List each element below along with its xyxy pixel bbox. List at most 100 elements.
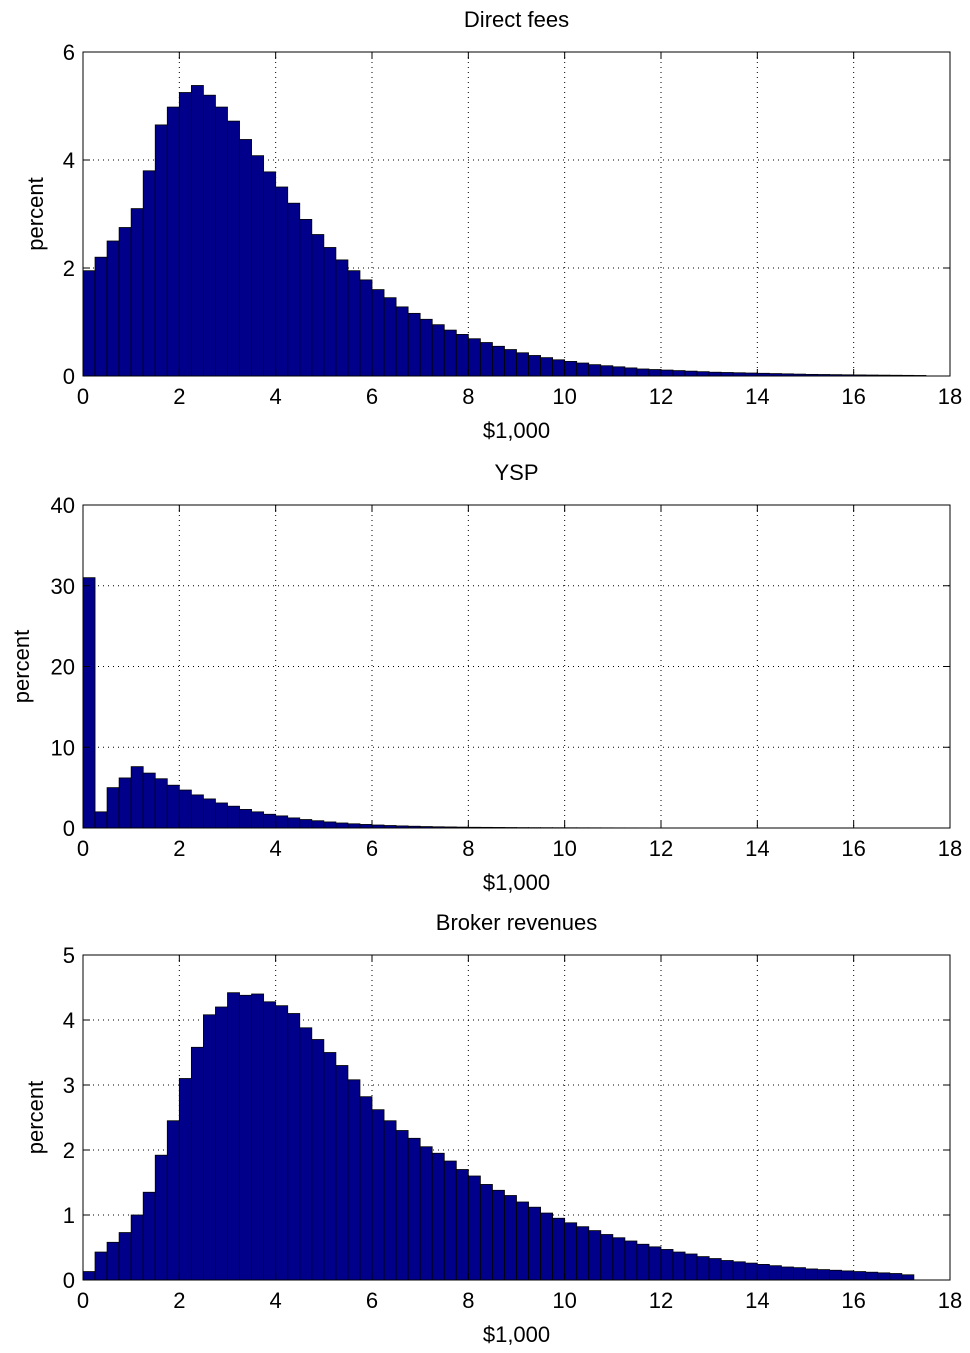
histogram-bar (118, 1232, 132, 1281)
histogram-bar (395, 1130, 409, 1281)
histogram-bar (106, 1241, 120, 1281)
histogram-bar (166, 784, 180, 829)
histogram-bar (552, 359, 566, 377)
histogram-bar (335, 1065, 349, 1281)
x-tick-label: 2 (173, 1288, 185, 1313)
y-tick-label: 4 (63, 148, 75, 173)
histogram-bar (732, 1261, 746, 1281)
x-tick-label: 2 (173, 384, 185, 409)
histogram-bar (504, 1195, 517, 1281)
histogram-bar (648, 1246, 662, 1281)
axes-box (82, 954, 951, 1281)
y-axis-label: percent (23, 1081, 48, 1154)
histogram-bar (130, 766, 144, 829)
histogram-bar (624, 1240, 638, 1281)
x-tick-label: 12 (649, 384, 673, 409)
x-tick-label: 16 (841, 384, 865, 409)
histogram-bar (178, 1078, 192, 1281)
y-tick-label: 3 (63, 1073, 75, 1098)
x-tick-label: 4 (270, 384, 282, 409)
y-axis-label: percent (23, 177, 48, 250)
histogram-bar (600, 365, 614, 377)
histogram-bar (178, 92, 192, 377)
histogram-bar (287, 817, 301, 829)
histogram-bar (419, 1146, 433, 1281)
histogram-bar (335, 822, 349, 829)
x-tick-label: 4 (270, 836, 282, 861)
x-tick-label: 8 (462, 384, 474, 409)
histogram-bar (311, 234, 325, 377)
histogram-bar (251, 811, 265, 829)
histogram-bar (720, 372, 734, 377)
histogram-bar (793, 1267, 806, 1281)
y-tick-label: 20 (51, 655, 75, 680)
histogram-bar (564, 361, 578, 377)
x-tick-label: 12 (649, 1288, 673, 1313)
histogram-bar (552, 1217, 566, 1281)
histogram-bar (275, 1005, 289, 1281)
x-tick-label: 14 (745, 1288, 769, 1313)
histogram-bar (227, 120, 240, 377)
histogram-bar (130, 208, 144, 377)
histogram-bar (82, 1271, 96, 1281)
histogram-bar (431, 1152, 445, 1281)
histogram-bar (263, 813, 277, 829)
histogram-bar (516, 352, 529, 377)
histogram-bar (215, 802, 228, 829)
histogram-bar (215, 1006, 228, 1281)
histogram-bar (82, 577, 96, 829)
x-tick-label: 0 (77, 836, 89, 861)
histogram-bar (371, 1109, 385, 1281)
x-axis-label: $1,000 (483, 1322, 550, 1347)
histogram-bar (576, 1226, 590, 1281)
histogram-bar (166, 106, 180, 377)
histogram-bar (142, 772, 156, 829)
histogram-bar (648, 369, 662, 377)
histogram-bar (684, 370, 698, 377)
x-tick-label: 16 (841, 1288, 865, 1313)
chart-title: YSP (494, 460, 538, 485)
histogram-bar (287, 1013, 301, 1281)
histogram-bar (154, 778, 168, 829)
histogram-bar (166, 1120, 180, 1281)
histogram-bar (588, 364, 602, 377)
x-tick-label: 10 (552, 836, 576, 861)
x-tick-label: 10 (552, 384, 576, 409)
histogram-bar (492, 345, 505, 377)
histogram-bar (877, 1272, 891, 1281)
y-tick-label: 0 (63, 816, 75, 841)
histogram-bar (203, 1014, 216, 1281)
histogram-bar (696, 371, 710, 377)
y-tick-label: 5 (63, 943, 75, 968)
y-tick-label: 10 (51, 735, 75, 760)
histogram-bar (636, 1243, 650, 1281)
x-axis-label: $1,000 (483, 418, 550, 443)
histogram-bar (203, 798, 216, 829)
x-tick-label: 10 (552, 1288, 576, 1313)
x-tick-label: 14 (745, 384, 769, 409)
histogram-bar (708, 1258, 722, 1281)
plot-area (83, 505, 950, 828)
histogram-bar (263, 1001, 277, 1281)
histogram-bar (130, 1214, 144, 1281)
histogram-bar (311, 1039, 325, 1281)
histogram-bar (323, 247, 337, 377)
histogram-bar (347, 270, 361, 377)
x-tick-label: 2 (173, 836, 185, 861)
histogram-bar (190, 1046, 204, 1281)
x-tick-label: 18 (938, 1288, 962, 1313)
histogram-bar (251, 155, 265, 377)
histogram-bar (720, 1260, 734, 1281)
histogram-bar (263, 171, 277, 377)
histogram-bar (142, 1191, 156, 1281)
histogram-bar (768, 1265, 782, 1281)
y-tick-label: 0 (63, 364, 75, 389)
histogram-bar (612, 366, 626, 377)
histogram-bar (528, 355, 541, 377)
histogram-bar (829, 1269, 843, 1281)
histogram-bar (805, 1268, 818, 1281)
y-tick-label: 30 (51, 574, 75, 599)
histogram-bar (708, 371, 722, 377)
x-tick-label: 16 (841, 836, 865, 861)
histogram-bar (431, 324, 445, 377)
